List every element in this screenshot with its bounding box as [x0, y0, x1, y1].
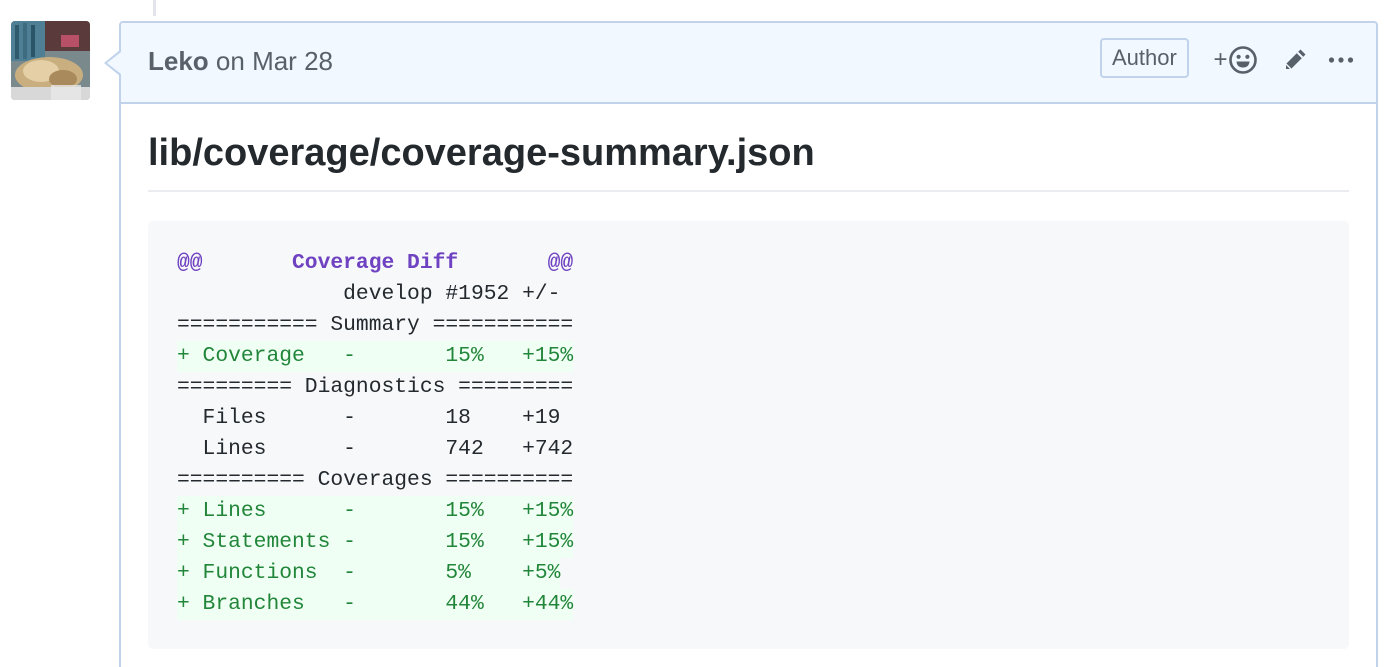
code-line: + Functions - 5% +5% — [177, 558, 1320, 589]
diff-added-text: + Statements - 15% +15% — [177, 527, 574, 558]
diff-added-text: + Lines - 15% +15% — [177, 496, 574, 527]
diff-context-text: =========== Summary =========== — [177, 313, 574, 337]
comment-box: Leko on Mar 28 Author + — [104, 21, 1378, 667]
diff-added-text: + Functions - 5% +5% — [177, 558, 561, 589]
diff-context-text: ========== Coverages ========== — [177, 468, 574, 492]
code-line: + Statements - 15% +15% — [177, 527, 1320, 558]
code-block: @@ Coverage Diff @@ develop #1952 +/- ===… — [148, 221, 1349, 649]
comment-body: lib/coverage/coverage-summary.json @@ Co… — [148, 102, 1349, 649]
edit-comment-button[interactable] — [1279, 42, 1311, 78]
code-line: develop #1952 +/- — [177, 279, 1320, 310]
kebab-horizontal-icon — [1328, 57, 1354, 63]
diff-context-text: ========= Diagnostics ========= — [177, 375, 574, 399]
code-line: =========== Summary =========== — [177, 310, 1320, 341]
comment-meta: Leko on Mar 28 — [148, 44, 333, 78]
diff-context-text: Lines - 742 +742 — [177, 437, 574, 461]
pencil-icon — [1285, 49, 1306, 70]
plus-label: + — [1213, 46, 1228, 73]
comment-timestamp[interactable]: on Mar 28 — [215, 46, 333, 76]
diff-context-text: develop #1952 +/- — [177, 282, 561, 306]
code-line: ========= Diagnostics ========= — [177, 372, 1320, 403]
file-heading: lib/coverage/coverage-summary.json — [148, 102, 1349, 192]
speech-arrow-fill — [107, 52, 121, 74]
code-line: Lines - 742 +742 — [177, 434, 1320, 465]
code-line: + Coverage - 15% +15% — [177, 341, 1320, 372]
author-badge: Author — [1100, 38, 1189, 78]
comment-header: Leko on Mar 28 Author + — [104, 23, 1376, 104]
code-line: + Lines - 15% +15% — [177, 496, 1320, 527]
author-link[interactable]: Leko — [148, 46, 209, 76]
diff-added-text: + Branches - 44% +44% — [177, 589, 574, 620]
diff-added-text: + Coverage - 15% +15% — [177, 341, 574, 372]
code-line: ========== Coverages ========== — [177, 465, 1320, 496]
add-reaction-button[interactable]: + — [1209, 42, 1261, 78]
code-line: + Branches - 44% +44% — [177, 589, 1320, 620]
timeline-line — [153, 0, 156, 16]
diff-header-text: @@ Coverage Diff @@ — [177, 251, 574, 275]
code-line: Files - 18 +19 — [177, 403, 1320, 434]
smiley-icon — [1228, 46, 1257, 74]
more-options-button[interactable] — [1325, 42, 1357, 78]
avatar[interactable] — [11, 21, 90, 100]
code-line: @@ Coverage Diff @@ — [177, 248, 1320, 279]
avatar-image — [11, 21, 90, 100]
diff-context-text: Files - 18 +19 — [177, 406, 561, 430]
